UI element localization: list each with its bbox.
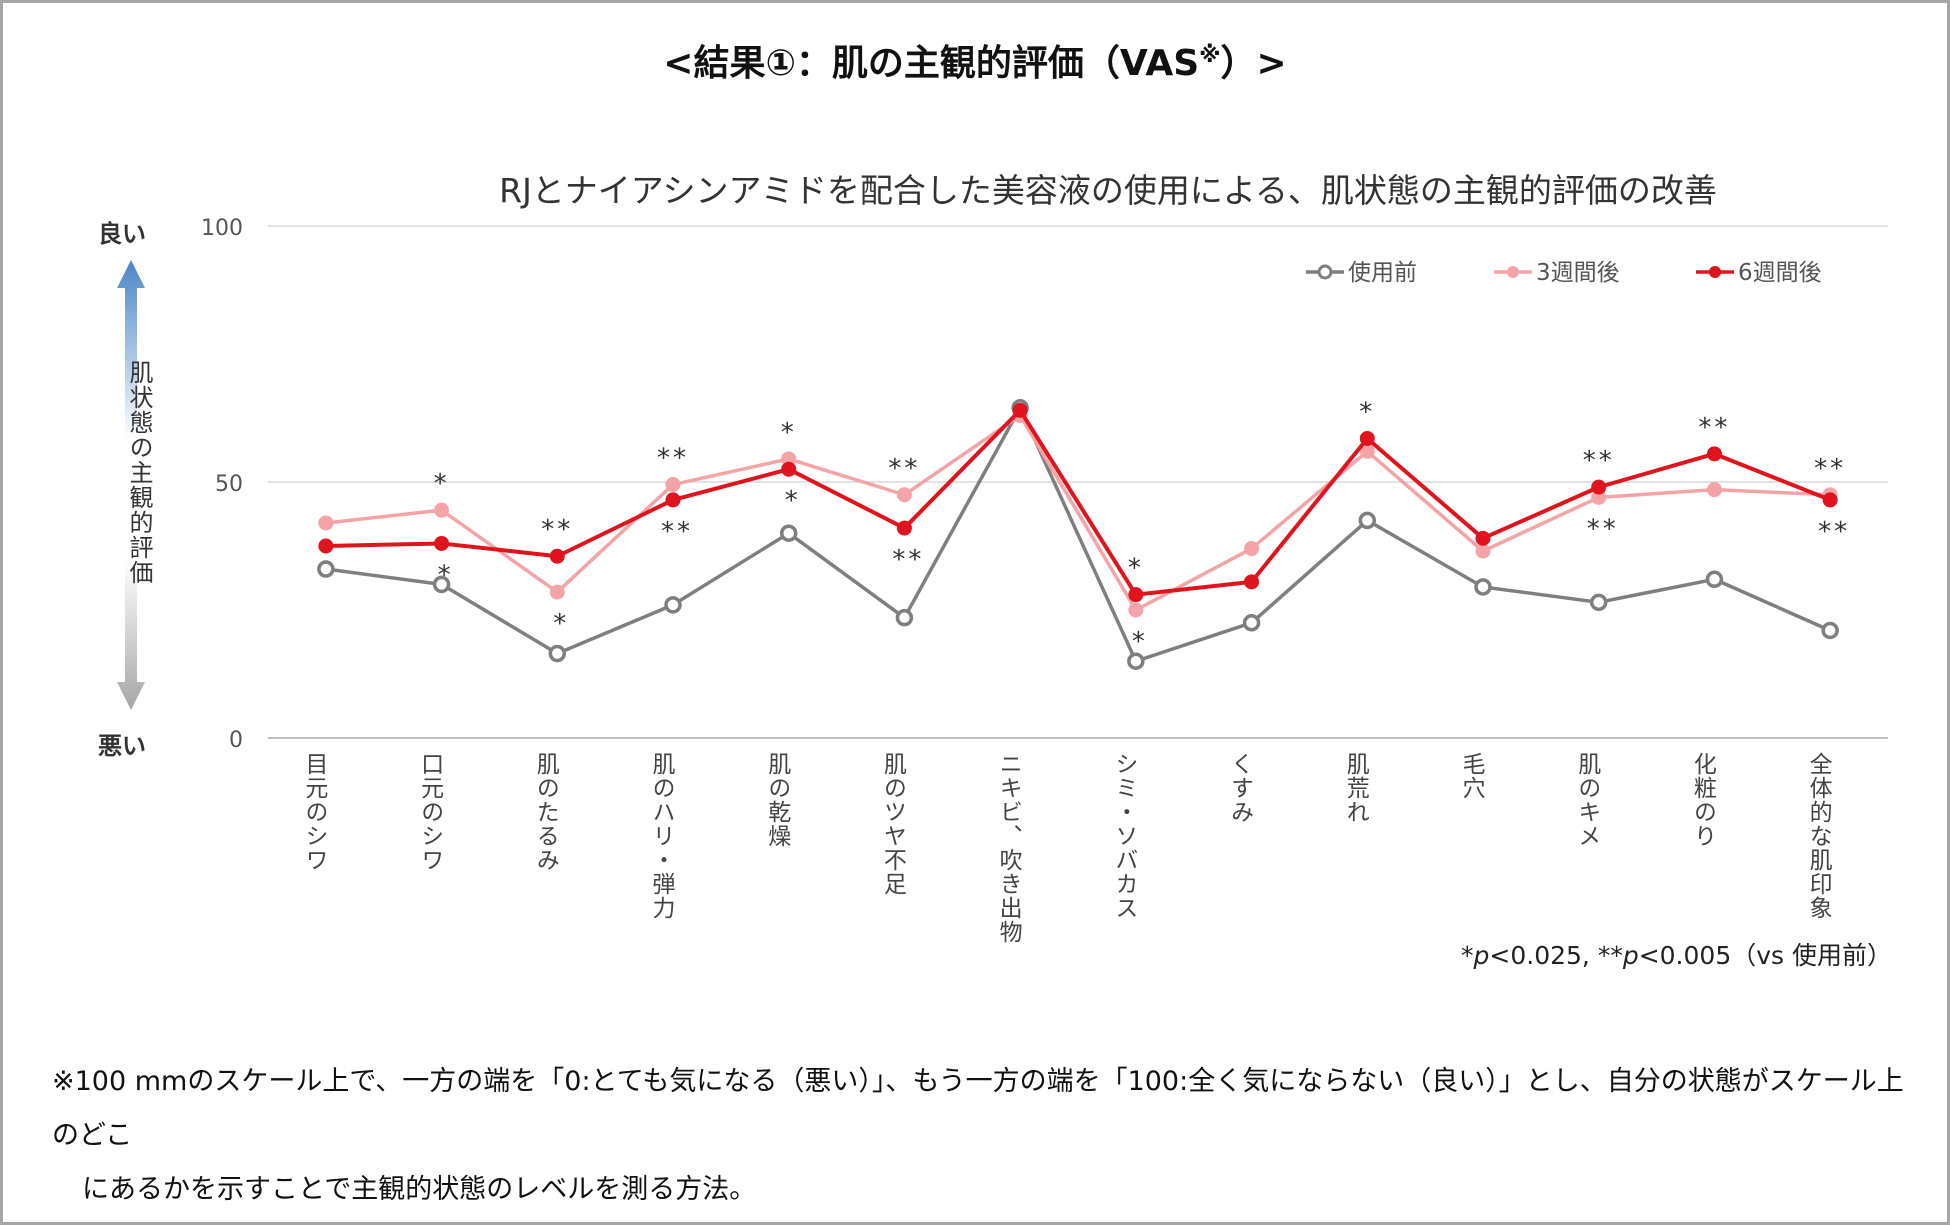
footnote-line-1: ※100 mmのスケール上で、一方の端を「0:とても気になる（悪い）」、もう一方… xyxy=(52,1066,1904,1151)
significance-mark-above: ** xyxy=(1814,454,1846,484)
x-tick-label: 肌のツヤ不足 xyxy=(879,752,907,896)
arrow-up-icon xyxy=(117,260,145,440)
significance-mark-above: ** xyxy=(1583,446,1615,476)
legend-label-before: 使用前 xyxy=(1348,260,1417,286)
data-point-week6 xyxy=(781,461,797,477)
significance-mark-below: ** xyxy=(892,545,924,575)
legend-label-week6: 6週間後 xyxy=(1738,260,1822,286)
data-point-week6 xyxy=(549,548,565,564)
data-point-before xyxy=(548,644,567,663)
x-tick-label: 口元のシワ xyxy=(417,752,444,872)
significance-mark-below: ** xyxy=(1818,517,1850,547)
data-point-week6 xyxy=(1591,479,1607,495)
significance-mark-below: * xyxy=(785,486,801,516)
significance-mark-above: * xyxy=(1359,397,1375,427)
data-point-week3 xyxy=(1706,482,1722,498)
data-point-week6 xyxy=(665,492,681,508)
x-tick-label: 毛穴 xyxy=(1458,752,1485,800)
x-tick-label: 目元のシワ xyxy=(301,752,328,872)
data-point-week6 xyxy=(1822,492,1838,508)
data-point-before xyxy=(1821,621,1839,640)
y-tick-label: 50 xyxy=(215,472,243,497)
x-tick-label: ニキビ、吹き出物 xyxy=(995,752,1023,944)
data-point-before xyxy=(1242,614,1261,632)
significance-mark-above: * xyxy=(434,469,450,499)
data-point-week6 xyxy=(896,520,912,536)
y-axis-caption: 肌状態の主観的評価 xyxy=(125,360,153,585)
data-point-week3 xyxy=(1244,541,1260,557)
x-tick-label: 肌荒れ xyxy=(1342,752,1370,824)
series-line-before xyxy=(325,406,1831,663)
data-point-week6 xyxy=(1012,402,1028,418)
good-label: 良い xyxy=(98,220,146,248)
data-point-week3 xyxy=(318,515,334,531)
data-point-week3 xyxy=(1128,602,1144,618)
data-point-before xyxy=(1358,511,1377,530)
significance-mark-below: ** xyxy=(1587,514,1619,544)
data-point-week3 xyxy=(665,477,681,493)
x-tick-label: 肌のハリ・弾力 xyxy=(648,752,676,920)
data-point-week6 xyxy=(1706,446,1722,462)
significance-mark-above: ** xyxy=(888,454,920,484)
data-point-before xyxy=(664,596,682,614)
data-point-before xyxy=(1127,652,1145,670)
data-point-week3 xyxy=(1475,543,1491,559)
significance-mark-above: ** xyxy=(541,515,573,545)
data-point-before xyxy=(779,524,798,542)
significance-mark-below: * xyxy=(553,609,569,639)
data-point-week6 xyxy=(1475,530,1491,546)
data-point-week3 xyxy=(896,487,912,503)
data-point-week6 xyxy=(318,538,334,554)
y-tick-label: 0 xyxy=(229,728,243,753)
series-line-week3 xyxy=(325,413,1831,612)
x-tick-label: シミ・ソバカス xyxy=(1111,752,1138,920)
data-point-before xyxy=(1589,593,1608,612)
significance-mark-below: * xyxy=(438,560,454,590)
significance-mark-above: ** xyxy=(1698,413,1730,443)
significance-mark-above: * xyxy=(781,418,797,448)
data-point-week6 xyxy=(1359,430,1375,446)
page-title-text: <結果①：肌の主観的評価（VAS xyxy=(663,43,1200,84)
footnote: ※100 mmのスケール上で、一方の端を「0:とても気になる（悪い）」、もう一方… xyxy=(52,1055,1922,1217)
x-tick-label: 全体的な肌印象 xyxy=(1805,752,1833,920)
x-tick-label: 肌の乾燥 xyxy=(764,752,792,848)
data-point-before xyxy=(1705,570,1724,589)
y-tick-label: 100 xyxy=(201,216,243,241)
x-tick-label: 肌のたるみ xyxy=(532,752,560,872)
legend-label-week3: 3週間後 xyxy=(1536,260,1620,286)
x-tick-label: 肌のキメ xyxy=(1574,752,1602,848)
data-point-before xyxy=(432,575,451,594)
x-tick-label: 化粧のり xyxy=(1689,752,1717,848)
legend-marker-week6 xyxy=(1709,266,1721,278)
significance-mark-below: * xyxy=(1132,627,1148,657)
data-point-week3 xyxy=(434,502,450,518)
data-point-week6 xyxy=(434,535,450,551)
arrow-down-icon xyxy=(117,560,145,710)
data-point-week6 xyxy=(1244,574,1260,590)
significance-note: *p<0.025, **p<0.005（vs 使用前） xyxy=(1461,941,1892,970)
data-point-week3 xyxy=(549,584,565,600)
significance-mark-below: ** xyxy=(661,517,693,547)
page-title-end: ）> xyxy=(1220,43,1287,84)
x-tick-label: くすみ xyxy=(1227,752,1254,824)
data-point-before xyxy=(317,560,335,578)
page-title-mark: ※ xyxy=(1199,43,1221,68)
data-point-before xyxy=(895,608,914,627)
significance-mark-above: ** xyxy=(657,444,689,474)
significance-mark-above: * xyxy=(1128,554,1144,584)
data-point-week6 xyxy=(1128,587,1144,603)
series-line-week6 xyxy=(325,408,1831,597)
bad-label: 悪い xyxy=(98,732,146,760)
data-point-before xyxy=(1474,578,1492,596)
footnote-line-2: にあるかを示すことで主観的状態のレベルを測る方法。 xyxy=(82,1174,757,1205)
page-title: <結果①：肌の主観的評価（VAS※）> xyxy=(0,34,1950,86)
legend-marker-week3 xyxy=(1507,266,1519,278)
chart-title: RJとナイアシンアミドを配合した美容液の使用による、肌状態の主観的評価の改善 xyxy=(499,171,1717,210)
legend-marker-before xyxy=(1317,264,1333,280)
